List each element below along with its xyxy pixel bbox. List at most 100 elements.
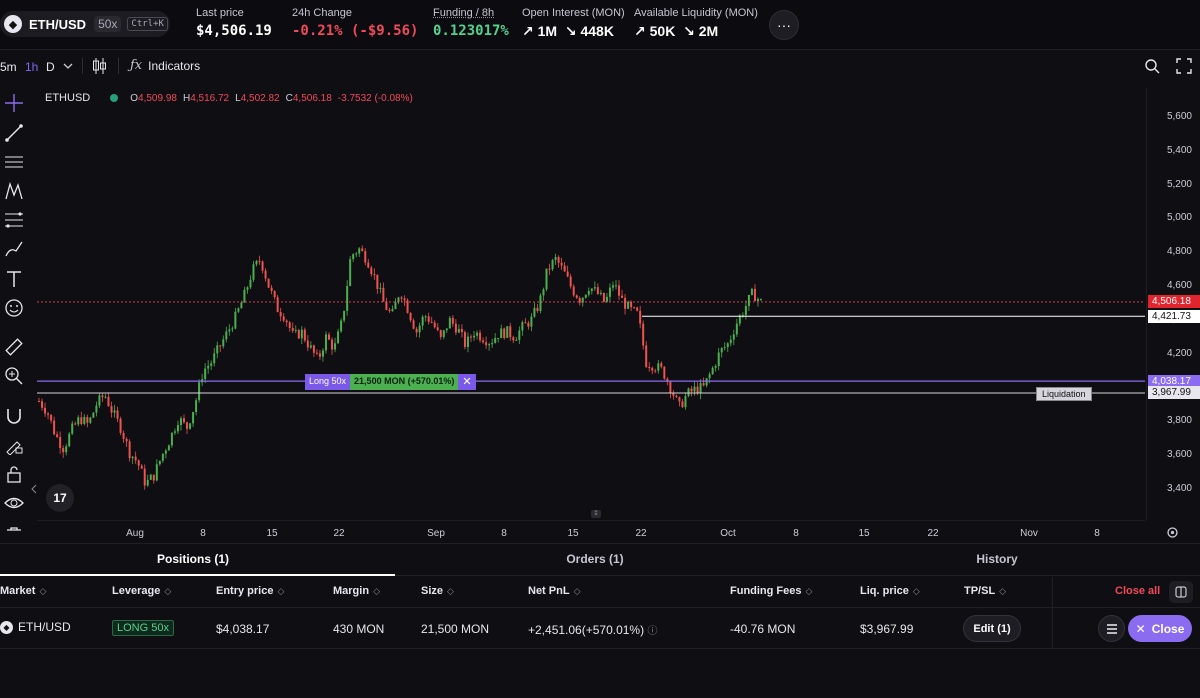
fib-retracement-icon[interactable] — [4, 210, 24, 230]
eth-icon: ◆ — [4, 15, 22, 33]
zoom-in-icon[interactable] — [4, 366, 24, 386]
col-leverage[interactable]: Leverage ◇ — [112, 585, 171, 597]
row-margin: 430 MON — [333, 622, 385, 636]
candle-body — [645, 345, 648, 368]
candle-body — [231, 328, 234, 330]
market-selector[interactable]: ◆ ETH/USD 50x Ctrl+K — [0, 11, 170, 37]
more-button[interactable]: ··· — [769, 10, 799, 40]
trend-line-icon[interactable] — [4, 123, 24, 143]
col-liq[interactable]: Liq. price ◇ — [860, 585, 920, 597]
tradingview-logo[interactable]: 17 — [46, 484, 74, 512]
chevron-down-icon[interactable] — [63, 62, 73, 70]
pattern-icon[interactable] — [4, 181, 24, 201]
candle-body — [696, 386, 699, 394]
resize-handle[interactable]: ⁞⁞ — [591, 510, 601, 518]
candle-body — [614, 285, 617, 287]
candle-body — [738, 315, 741, 324]
candle-body — [379, 287, 382, 289]
price-chart[interactable] — [37, 88, 1145, 520]
horizontal-lines-icon[interactable] — [4, 152, 24, 172]
tab-orders[interactable]: Orders (1) — [566, 552, 624, 566]
ruler-icon[interactable] — [4, 337, 24, 357]
lock-drawing-icon[interactable] — [4, 435, 24, 455]
col-pnl[interactable]: Net PnL ◇ — [528, 585, 580, 597]
close-position-icon[interactable]: ✕ — [458, 374, 476, 390]
liquidation-price-label: 3,967.99 — [1148, 386, 1200, 400]
candle-body — [255, 260, 258, 265]
collapse-toolbar-icon[interactable] — [31, 484, 37, 494]
col-funding[interactable]: Funding Fees ◇ — [730, 585, 812, 597]
candle-body — [608, 287, 611, 297]
liquidation-tag: Liquidation — [1036, 387, 1092, 401]
candle-body — [466, 336, 469, 348]
settings-gear-icon[interactable] — [1166, 526, 1179, 539]
candle-body — [306, 340, 309, 348]
info-icon[interactable]: ⓘ — [647, 626, 658, 637]
time-axis[interactable]: Aug 8 15 22 Sep 8 15 22 Oct 8 15 22 Nov 8 — [37, 520, 1145, 542]
candle-body — [639, 310, 642, 324]
col-entry[interactable]: Entry price ◇ — [216, 585, 284, 597]
price-tick-label: 4,800 — [1166, 246, 1192, 258]
timeframe-5m[interactable]: 5m — [0, 60, 17, 74]
emoji-icon[interactable] — [4, 298, 24, 318]
stat-label: Last price — [196, 7, 244, 19]
candle-body — [678, 397, 681, 402]
candle-body — [192, 412, 195, 424]
candle-body — [243, 289, 246, 303]
candle-body — [421, 316, 424, 326]
fullscreen-icon[interactable] — [1176, 58, 1192, 74]
trash-icon[interactable] — [4, 525, 24, 545]
tab-positions[interactable]: Positions (1) — [156, 552, 230, 566]
col-margin[interactable]: Margin ◇ — [333, 585, 380, 597]
columns-icon[interactable] — [1169, 581, 1193, 603]
col-market[interactable]: Market ◇ — [0, 585, 46, 597]
position-tag[interactable]: Long 50x 21,500 MON (+570.01%) ✕ — [305, 374, 476, 390]
candle-body — [720, 347, 723, 353]
candle-body — [723, 347, 726, 349]
candle-body — [548, 268, 551, 270]
tab-history[interactable]: History — [976, 552, 1018, 566]
brush-icon[interactable] — [4, 239, 24, 259]
candle-body — [155, 464, 158, 481]
candle-body — [228, 329, 231, 332]
candle-body — [38, 401, 40, 403]
edit-tpsl-button[interactable]: Edit (1) — [963, 615, 1021, 642]
time-tick-label: 15 — [266, 528, 278, 539]
col-size[interactable]: Size ◇ — [421, 585, 454, 597]
high-value: 4,516.72 — [190, 92, 230, 104]
eye-icon[interactable] — [4, 493, 24, 513]
price-axis[interactable]: 5,6005,4005,2005,0004,8004,6004,4004,200… — [1146, 88, 1200, 520]
candle-body — [361, 248, 364, 252]
candle-body — [288, 322, 291, 328]
close-all-button[interactable]: Close all — [1115, 585, 1161, 597]
timeframe-1h[interactable]: 1h — [25, 60, 39, 74]
row-menu-button[interactable] — [1098, 615, 1125, 642]
candle-body — [270, 287, 273, 291]
zoom-search-icon[interactable] — [1144, 58, 1160, 74]
close-position-button[interactable]: ✕ Close — [1128, 615, 1192, 642]
candle-type-icon[interactable] — [92, 57, 108, 75]
candle-body — [684, 396, 687, 408]
last-price-value: $4,506.19 — [196, 23, 272, 39]
time-tick-label: 22 — [333, 528, 345, 539]
magnet-icon[interactable] — [4, 406, 24, 426]
indicators-button[interactable]: ƒx Indicators — [130, 58, 200, 73]
candle-body — [575, 295, 578, 298]
close-value: 4,506.18 — [292, 92, 332, 104]
actions-divider — [1052, 577, 1053, 649]
candle-body — [276, 297, 279, 313]
position-pnl: 21,500 MON (+570.01%) — [350, 374, 459, 390]
text-tool-icon[interactable] — [4, 269, 24, 289]
candle-body — [140, 465, 143, 469]
lock-icon[interactable] — [4, 464, 24, 484]
candle-body — [394, 302, 397, 310]
candle-body — [198, 382, 201, 401]
candle-body — [252, 264, 255, 280]
candle-body — [346, 285, 349, 311]
stat-funding[interactable]: Funding / 8h 0.123017% — [433, 7, 509, 39]
col-tpsl[interactable]: TP/SL ◇ — [964, 585, 1006, 597]
timeframe-d[interactable]: D — [46, 60, 55, 74]
crosshair-icon[interactable] — [4, 93, 24, 113]
price-tick-label: 5,200 — [1166, 178, 1192, 190]
time-tick-label: 8 — [200, 528, 206, 539]
